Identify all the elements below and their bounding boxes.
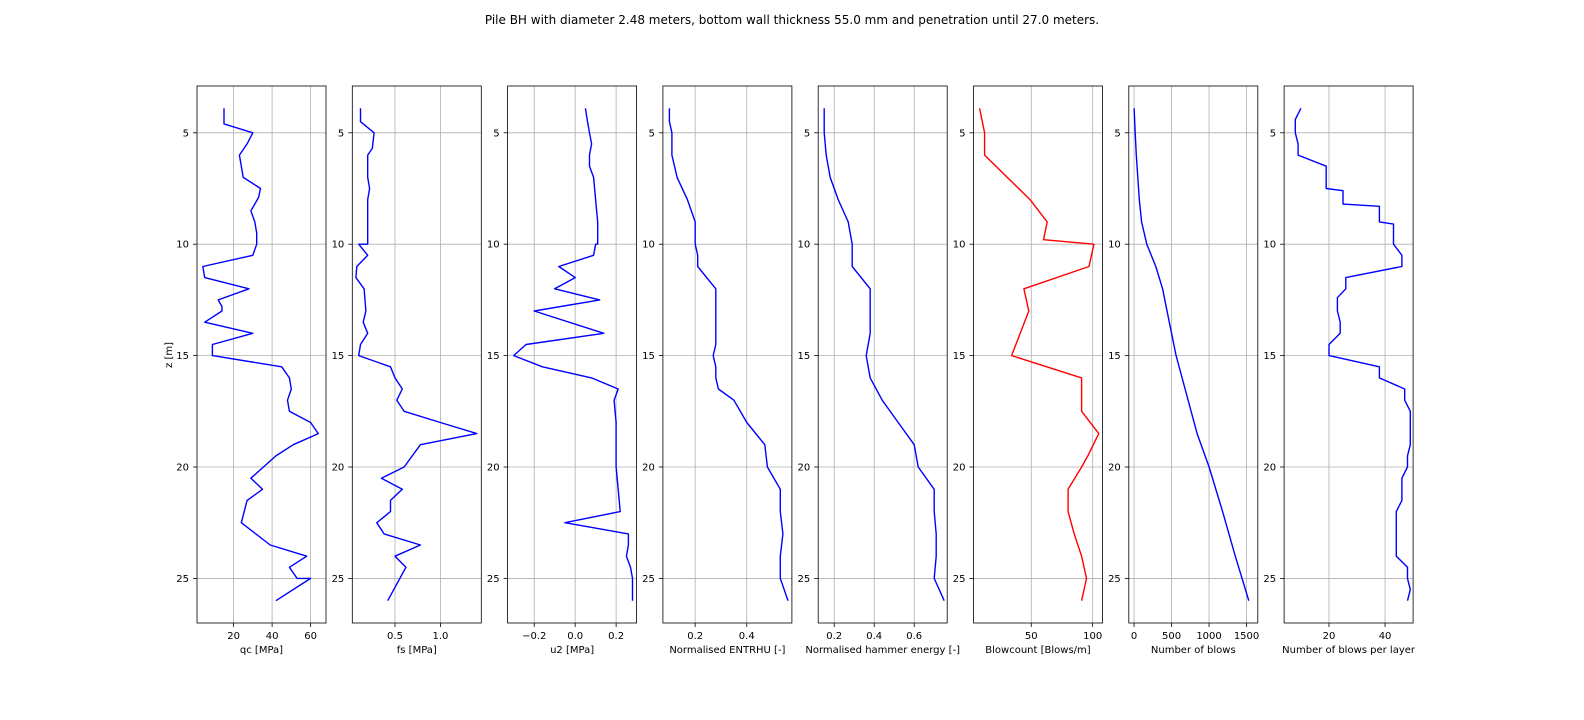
x-tick-label: 0.2: [826, 631, 842, 642]
series-line: [355, 108, 478, 602]
y-tick-label: 15: [642, 351, 655, 362]
x-tick-label: 0.4: [866, 631, 882, 642]
x-tick-label: −0.2: [522, 631, 546, 642]
y-tick-label: 10: [953, 240, 966, 251]
panel-1: 20 40 60 5 10 15 20 25 qc [MPa]: [176, 85, 327, 656]
y-tick-label: 15: [487, 351, 500, 362]
y-tick-label: 20: [797, 463, 810, 474]
y-tick-label: 10: [176, 240, 189, 251]
series-line: [202, 108, 319, 602]
panel-frame: [1128, 85, 1259, 624]
series-line: [1133, 108, 1250, 601]
y-tick-label: 5: [493, 128, 499, 139]
x-tick-label: 0: [1131, 631, 1137, 642]
panel-4: 0.2 0.4 5 10 15 20 25 Normalised ENTRHU [-]: [642, 85, 793, 656]
x-tick-label: 0.2: [608, 631, 624, 642]
series-line: [513, 108, 634, 601]
x-axis-label: Number of blows: [1151, 645, 1236, 656]
panel-7: 0 500 1000 1500 5 10 15 20 25 Number of blows: [1108, 85, 1259, 656]
panel-8: 20 40 5 10 15 20 25 Number of blows per layer: [1263, 85, 1416, 656]
y-tick-label: 25: [1108, 574, 1121, 585]
x-tick-label: 50: [1025, 631, 1038, 642]
y-tick-label: 25: [642, 574, 655, 585]
y-tick-label: 5: [959, 128, 965, 139]
y-tick-label: 20: [1263, 463, 1276, 474]
panel-frame: [973, 85, 1103, 624]
series-line: [978, 108, 1100, 601]
panel-frame: [817, 85, 948, 624]
y-tick-label: 10: [1263, 240, 1276, 251]
series-line: [1294, 107, 1412, 601]
x-axis-label: u2 [MPa]: [550, 645, 594, 656]
y-tick-label: 25: [797, 574, 810, 585]
y-tick-label: 20: [1108, 463, 1121, 474]
panel-6: 50 100 5 10 15 20 25 Blowcount [Blows/m]: [953, 85, 1103, 656]
y-tick-label: 10: [642, 240, 655, 251]
y-tick-label: 5: [1270, 128, 1276, 139]
x-axis-label: Blowcount [Blows/m]: [985, 645, 1090, 656]
y-axis-label: z [m]: [164, 342, 175, 368]
x-tick-label: 1500: [1234, 631, 1259, 642]
y-tick-label: 25: [487, 574, 500, 585]
panel-frame: [196, 85, 327, 624]
x-axis-label: Normalised hammer energy [-]: [805, 645, 960, 656]
y-tick-label: 5: [804, 128, 810, 139]
panel-2: 0.5 1.0 5 10 15 20 25 fs [MPa]: [332, 85, 482, 656]
panel-frame: [1283, 85, 1414, 624]
panels: 20 40 60 5 10 15 20 25 qc [MPa] 0.5 1.0 5 10 15 20 25 fs…: [176, 85, 1416, 656]
x-tick-label: 0.4: [739, 631, 755, 642]
x-tick-label: 100: [1083, 631, 1102, 642]
x-tick-label: 1000: [1196, 631, 1221, 642]
y-tick-label: 25: [176, 574, 189, 585]
y-tick-label: 15: [797, 351, 810, 362]
x-tick-label: 0.0: [567, 631, 583, 642]
series-line: [668, 108, 789, 601]
panel-5: 0.2 0.4 0.6 5 10 15 20 25 Normalised hammer ener…: [797, 85, 960, 656]
panel-frame: [662, 85, 793, 624]
y-tick-label: 25: [332, 574, 345, 585]
panel-frame: [507, 85, 638, 624]
y-tick-label: 15: [1108, 351, 1121, 362]
panel-3: −0.2 0.0 0.2 5 10 15 20 25 u2 [MPa]: [487, 85, 638, 656]
y-tick-label: 25: [953, 574, 966, 585]
series-line: [823, 108, 945, 601]
y-tick-label: 20: [487, 463, 500, 474]
y-tick-label: 15: [1263, 351, 1276, 362]
y-tick-label: 5: [338, 128, 344, 139]
x-tick-label: 1.0: [432, 631, 448, 642]
x-tick-label: 40: [1379, 631, 1392, 642]
y-tick-label: 5: [649, 128, 655, 139]
x-tick-label: 500: [1162, 631, 1181, 642]
x-axis-label: Number of blows per layer: [1282, 645, 1416, 656]
y-tick-label: 15: [953, 351, 966, 362]
y-tick-label: 20: [176, 463, 189, 474]
y-tick-label: 10: [797, 240, 810, 251]
y-tick-label: 15: [332, 351, 345, 362]
y-tick-label: 20: [332, 463, 345, 474]
y-tick-label: 20: [642, 463, 655, 474]
y-tick-label: 10: [1108, 240, 1121, 251]
x-tick-label: 0.6: [906, 631, 922, 642]
x-axis-label: qc [MPa]: [240, 645, 283, 656]
y-tick-label: 5: [183, 128, 189, 139]
y-tick-label: 10: [332, 240, 345, 251]
x-tick-label: 0.2: [687, 631, 703, 642]
y-tick-label: 15: [176, 351, 189, 362]
x-tick-label: 40: [266, 631, 279, 642]
y-tick-label: 20: [953, 463, 966, 474]
y-tick-label: 5: [1114, 128, 1120, 139]
x-tick-label: 0.5: [387, 631, 403, 642]
y-tick-label: 25: [1263, 574, 1276, 585]
x-axis-label: fs [MPa]: [397, 645, 437, 656]
x-tick-label: 20: [227, 631, 240, 642]
y-tick-label: 10: [487, 240, 500, 251]
x-tick-label: 20: [1323, 631, 1336, 642]
x-axis-label: Normalised ENTRHU [-]: [669, 645, 785, 656]
x-tick-label: 60: [304, 631, 317, 642]
panel-frame: [351, 85, 482, 624]
chart-title: Pile BH with diameter 2.48 meters, botto…: [485, 13, 1099, 27]
